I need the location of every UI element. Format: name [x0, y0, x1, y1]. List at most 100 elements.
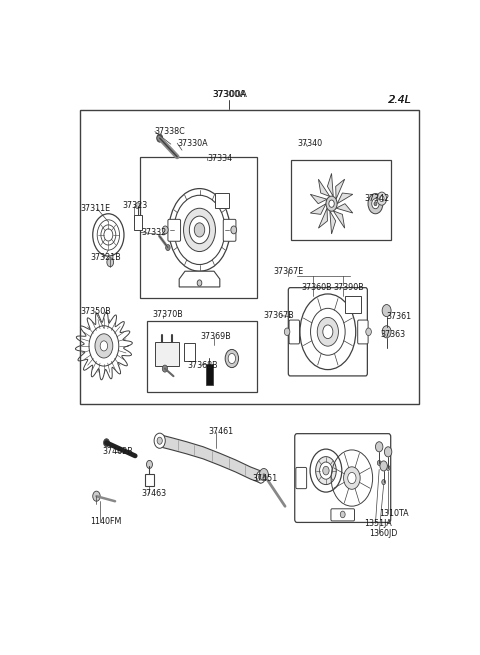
Circle shape	[317, 318, 338, 346]
Circle shape	[104, 439, 109, 447]
Text: 37363: 37363	[381, 330, 406, 339]
Text: 2.4L: 2.4L	[387, 95, 411, 105]
Text: 1140FM: 1140FM	[91, 517, 122, 526]
Polygon shape	[160, 435, 261, 483]
Bar	[133, 215, 142, 230]
Text: 1310TA: 1310TA	[379, 509, 409, 518]
Circle shape	[162, 365, 168, 372]
Circle shape	[154, 433, 165, 448]
Circle shape	[231, 226, 237, 234]
Circle shape	[259, 468, 268, 481]
Circle shape	[329, 200, 334, 208]
Text: 37369B: 37369B	[201, 332, 231, 341]
Circle shape	[89, 326, 119, 366]
Text: 37463: 37463	[141, 489, 166, 498]
Text: 37462B: 37462B	[103, 447, 133, 457]
Bar	[140, 157, 257, 298]
Text: 37300A: 37300A	[212, 90, 247, 99]
Polygon shape	[336, 179, 345, 199]
Text: 37342: 37342	[364, 194, 390, 203]
Circle shape	[323, 325, 333, 339]
Text: 37332: 37332	[141, 228, 167, 237]
Text: 37334: 37334	[207, 154, 232, 163]
Circle shape	[377, 460, 381, 466]
Circle shape	[380, 196, 384, 202]
FancyBboxPatch shape	[289, 320, 300, 344]
Polygon shape	[336, 204, 353, 213]
Circle shape	[93, 491, 100, 501]
Bar	[216, 193, 228, 208]
Circle shape	[189, 216, 210, 244]
Circle shape	[169, 189, 230, 271]
FancyBboxPatch shape	[358, 320, 368, 344]
Text: 1351JA: 1351JA	[364, 519, 392, 528]
Circle shape	[320, 462, 332, 479]
Circle shape	[107, 257, 114, 267]
Circle shape	[183, 208, 216, 252]
Circle shape	[284, 328, 290, 335]
Circle shape	[166, 244, 170, 251]
Circle shape	[162, 226, 168, 234]
Circle shape	[311, 309, 345, 355]
Text: 37451: 37451	[252, 474, 278, 483]
Polygon shape	[330, 211, 336, 234]
Text: 37321B: 37321B	[91, 253, 121, 262]
Bar	[206, 364, 213, 385]
Bar	[155, 342, 179, 366]
FancyBboxPatch shape	[331, 509, 355, 521]
Circle shape	[323, 466, 329, 475]
Polygon shape	[311, 204, 326, 214]
Polygon shape	[179, 271, 220, 287]
Text: 37367E: 37367E	[274, 267, 304, 276]
Circle shape	[386, 466, 390, 470]
Circle shape	[157, 134, 163, 142]
Circle shape	[344, 467, 360, 489]
FancyBboxPatch shape	[296, 468, 307, 489]
Circle shape	[197, 280, 202, 286]
Bar	[145, 474, 154, 486]
Text: 37350B: 37350B	[81, 307, 111, 316]
Text: 37370B: 37370B	[152, 310, 183, 319]
Text: 37360B: 37360B	[302, 284, 333, 292]
Polygon shape	[318, 208, 327, 228]
Circle shape	[95, 334, 113, 358]
Circle shape	[380, 461, 387, 471]
Circle shape	[310, 449, 342, 492]
Text: 37338C: 37338C	[155, 127, 186, 136]
Text: 37367B: 37367B	[264, 311, 295, 320]
Text: 37390B: 37390B	[334, 284, 364, 292]
Polygon shape	[318, 179, 330, 196]
Polygon shape	[337, 193, 353, 204]
Bar	[184, 343, 195, 361]
Circle shape	[368, 194, 383, 214]
Circle shape	[100, 341, 108, 351]
Text: 2.4L: 2.4L	[389, 95, 411, 105]
Bar	[345, 296, 361, 313]
Circle shape	[377, 192, 386, 205]
FancyBboxPatch shape	[223, 219, 236, 241]
Polygon shape	[327, 174, 333, 196]
Circle shape	[135, 202, 140, 209]
Polygon shape	[311, 195, 327, 204]
Text: 37311E: 37311E	[81, 204, 110, 214]
Text: 37330A: 37330A	[177, 139, 208, 147]
Circle shape	[146, 460, 153, 468]
Circle shape	[348, 472, 356, 483]
Circle shape	[384, 447, 392, 457]
Circle shape	[382, 305, 391, 316]
Circle shape	[382, 479, 385, 485]
Circle shape	[326, 196, 337, 212]
Text: 1360JD: 1360JD	[370, 529, 398, 538]
Bar	[290, 160, 391, 240]
Circle shape	[228, 354, 236, 364]
Circle shape	[256, 471, 265, 483]
Bar	[81, 110, 419, 404]
Circle shape	[259, 474, 263, 480]
Text: 37461: 37461	[208, 427, 233, 436]
Text: 37368B: 37368B	[187, 360, 218, 369]
Circle shape	[366, 328, 372, 335]
Text: 37323: 37323	[122, 201, 148, 210]
Circle shape	[374, 202, 377, 206]
Circle shape	[382, 326, 391, 338]
Circle shape	[93, 214, 124, 256]
